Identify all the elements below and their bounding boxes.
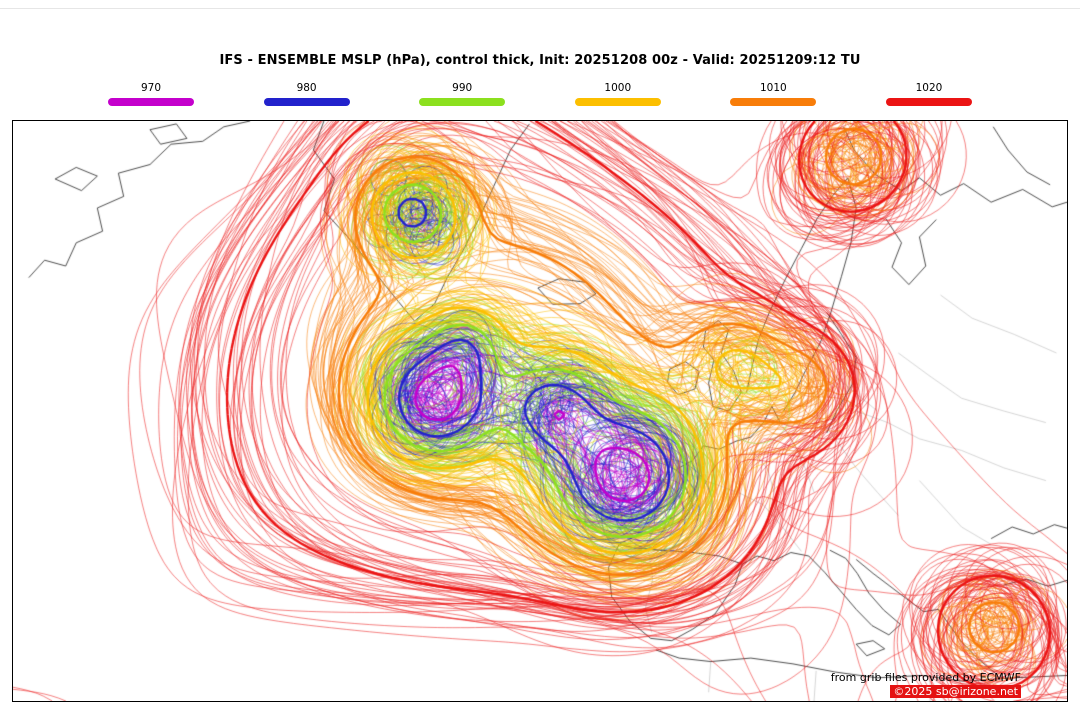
top-divider [0, 8, 1080, 9]
legend-item-1000: 1000 [574, 82, 661, 106]
legend-level-bar [885, 98, 972, 106]
legend-level-bar [263, 98, 350, 106]
legend: 970 980 990 1000 1010 1020 [108, 82, 972, 106]
legend-level-label: 980 [296, 82, 317, 94]
legend-item-1020: 1020 [885, 82, 972, 106]
legend-level-label: 970 [140, 82, 162, 94]
legend-level-label: 1010 [760, 82, 787, 94]
legend-item-1010: 1010 [730, 82, 817, 106]
legend-level-bar [730, 98, 817, 106]
map-frame: from grib files provided by ECMWF ©2025 … [12, 120, 1068, 702]
attribution-copyright: ©2025 sb@irizone.net [890, 685, 1021, 698]
legend-level-label: 1000 [604, 82, 632, 94]
legend-level-bar [419, 98, 506, 106]
legend-level-label: 1020 [915, 82, 943, 94]
attribution-source: from grib files provided by ECMWF [830, 671, 1021, 684]
legend-item-980: 980 [263, 82, 350, 106]
legend-item-990: 990 [419, 82, 506, 106]
legend-level-label: 990 [452, 82, 473, 94]
map-canvas [13, 121, 1067, 701]
legend-item-970: 970 [108, 82, 194, 106]
legend-level-bar [574, 98, 661, 106]
legend-level-bar [108, 98, 194, 106]
chart-title: IFS - ENSEMBLE MSLP (hPa), control thick… [219, 53, 861, 68]
